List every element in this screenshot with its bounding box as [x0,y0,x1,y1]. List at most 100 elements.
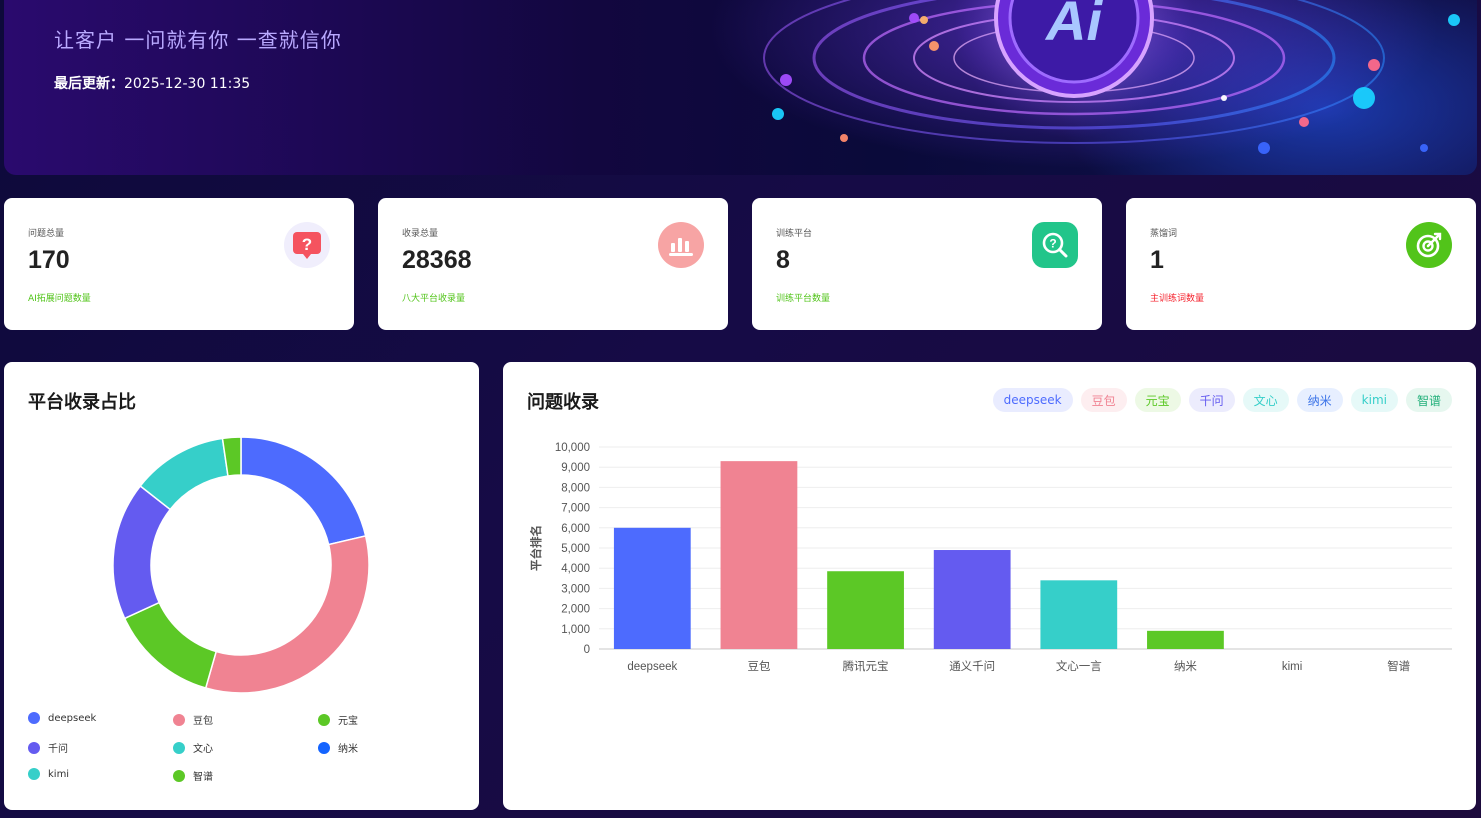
tag-yuanbao[interactable]: 元宝 [1134,388,1181,412]
tag-doubao[interactable]: 豆包 [1080,388,1127,412]
bar-0[interactable] [613,527,691,649]
legend-dot [28,768,40,780]
legend-dot [173,713,185,726]
question-index-panel: 问题收录 deepseek 豆包 元宝 千问 文心 纳米 kimi 智谱 0 1,… [503,362,1476,810]
y-tick-label: 1,000 [561,624,590,636]
y-tick-label: 9,000 [561,462,590,474]
svg-text:?: ? [302,235,312,254]
legend-label: deepseek [48,712,97,724]
y-tick-label: 6,000 [561,523,590,535]
platform-share-panel: 平台收录占比 deepseek 豆包 元宝 千问 文心 纳米 kimi 智谱 [4,362,479,810]
question-index-bar-chart: 0 1,000 2,000 3,000 4,000 5,000 6,000 7,000 8,00… [529,442,1452,673]
last-updated: 最后更新：2025-12-30 11:35 [54,73,250,93]
y-axis-title: 平台排名 [529,525,543,571]
bar-3[interactable] [933,550,1011,649]
panel-title: 平台收录占比 [28,392,136,413]
x-tick-label: kimi [1282,661,1302,673]
last-updated-time: 2025-12-30 11:35 [124,76,251,92]
legend-item-nami[interactable]: 纳米 [318,740,358,755]
legend-dot [318,713,330,726]
legend-item-kimi[interactable]: kimi [28,768,69,780]
stat-note: 训练平台数量 [776,294,831,304]
pie-slice-2[interactable] [123,601,218,689]
stat-label: 问题总量 [28,229,65,239]
platform-share-donut-chart [112,436,370,694]
y-tick-label: 10,000 [555,442,590,454]
y-tick-label: 0 [584,644,590,656]
stat-card-keywords: 蒸馏词 1 主训练词数量 [1126,198,1476,330]
legend-dot [318,741,330,754]
question-bubble-icon: ? [284,222,330,268]
x-tick-label: 文心一言 [1056,659,1102,673]
legend-dot [173,741,185,754]
bar-chart-icon [658,222,704,268]
stat-value: 28368 [402,246,472,274]
stat-note: AI拓展问题数量 [28,294,91,304]
x-tick-label: 豆包 [747,660,770,673]
tag-deepseek[interactable]: deepseek [992,388,1073,412]
legend-label: 智谱 [193,772,213,783]
tag-zhipu[interactable]: 智谱 [1405,388,1452,412]
stat-label: 训练平台 [776,229,813,239]
legend-dot [28,741,40,754]
legend-item-wenxin[interactable]: 文心 [173,740,213,755]
bar-4[interactable] [1040,580,1118,649]
y-tick-label: 5,000 [561,543,590,555]
legend-label: 豆包 [193,716,213,727]
legend-label: 元宝 [338,716,358,727]
stat-card-indexed: 收录总量 28368 八大平台收录量 [378,198,728,330]
ai-logo-text: Ai [1044,0,1103,52]
stat-card-questions: 问题总量 170 AI拓展问题数量 ? [4,198,354,330]
legend-label: 纳米 [338,744,358,755]
y-tick-label: 2,000 [561,604,590,616]
stat-value: 170 [28,246,70,274]
svg-text:?: ? [1049,237,1056,251]
stat-label: 蒸馏词 [1150,229,1178,239]
platform-filter-tags: deepseek 豆包 元宝 千问 文心 纳米 kimi 智谱 [992,388,1452,412]
tag-qianwen[interactable]: 千问 [1188,388,1235,412]
legend-item-zhipu[interactable]: 智谱 [173,768,213,783]
stat-note: 主训练词数量 [1150,294,1205,304]
x-tick-label: deepseek [627,661,677,673]
stat-value: 8 [776,246,790,274]
legend-label: 千问 [48,744,68,755]
target-icon [1406,222,1452,268]
bar-2[interactable] [827,571,904,649]
legend-item-yuanbao[interactable]: 元宝 [318,712,358,727]
stat-value: 1 [1150,246,1164,274]
panel-title: 问题收录 [527,392,599,413]
pie-slice-0[interactable] [240,436,367,546]
legend-item-deepseek[interactable]: deepseek [28,712,96,724]
tag-nami[interactable]: 纳米 [1296,388,1343,412]
y-tick-label: 7,000 [561,503,590,515]
bar-5[interactable] [1147,630,1224,649]
legend-label: 文心 [193,744,213,755]
last-updated-label: 最后更新： [54,76,124,92]
tag-wenxin[interactable]: 文心 [1242,388,1289,412]
stat-note: 八大平台收录量 [402,294,466,304]
bar-1[interactable] [720,461,798,649]
legend-dot [173,769,185,782]
hero-banner: Ai 让客户 一问就有你 一查就信你 最后更新：2025-12-30 11:35 [4,0,1477,175]
stat-label: 收录总量 [402,229,439,239]
stat-card-platforms: 训练平台 8 训练平台数量 ? [752,198,1102,330]
legend-label: kimi [48,768,70,780]
y-tick-label: 4,000 [561,563,590,575]
search-icon: ? [1032,222,1078,268]
x-tick-label: 纳米 [1174,660,1197,673]
y-tick-label: 8,000 [561,482,590,494]
ai-galaxy-illustration: Ai [763,0,1460,154]
pie-slice-5[interactable] [221,436,242,477]
pie-slice-1[interactable] [204,535,370,694]
banner-slogan: 让客户 一问就有你 一查就信你 [54,28,342,52]
legend-item-doubao[interactable]: 豆包 [173,712,213,727]
pie-slice-3[interactable] [112,484,172,620]
x-tick-label: 智谱 [1387,659,1410,673]
legend-dot [28,712,40,724]
sparkle-dots [772,13,1460,154]
x-tick-label: 通义千问 [949,660,995,673]
tag-kimi[interactable]: kimi [1350,388,1398,412]
legend-item-qianwen[interactable]: 千问 [28,740,68,755]
y-tick-label: 3,000 [561,583,590,595]
x-tick-label: 腾讯元宝 [843,659,889,673]
